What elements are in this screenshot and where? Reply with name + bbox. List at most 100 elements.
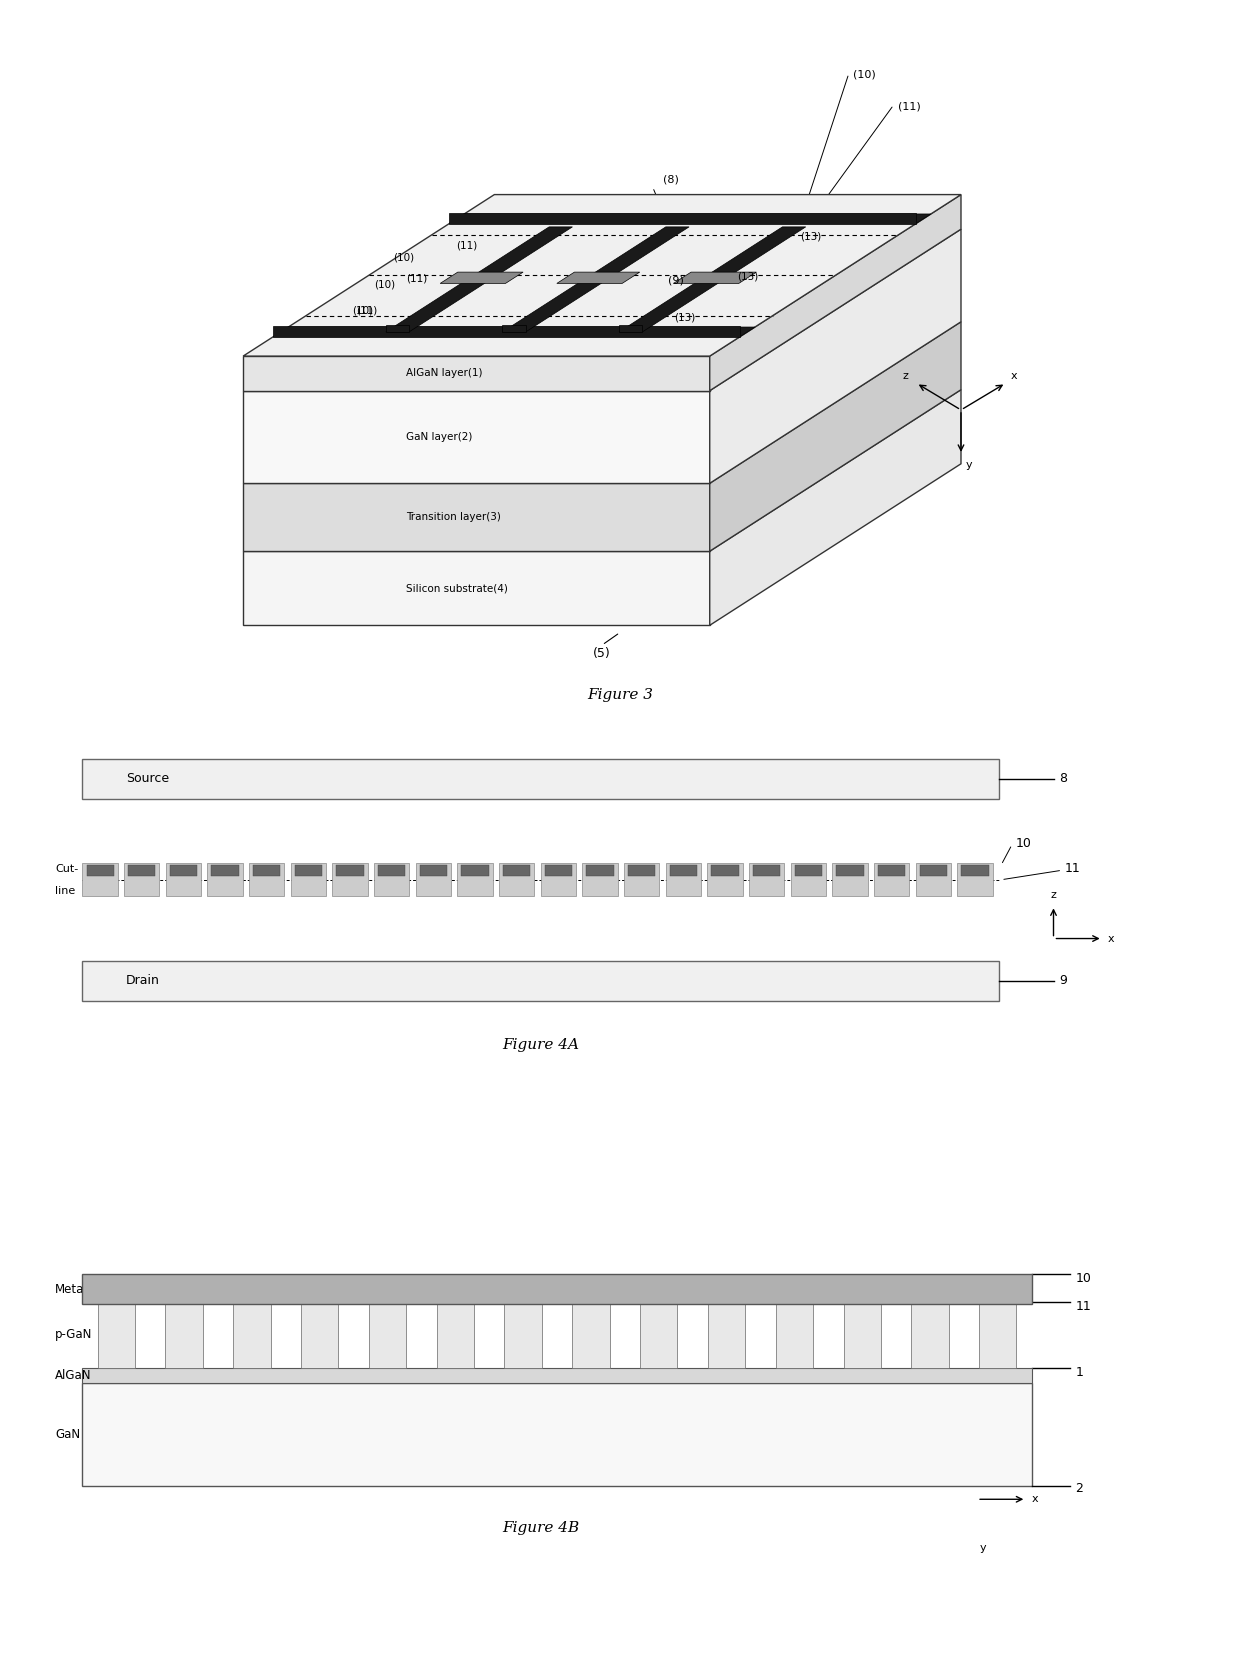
Text: Silicon substrate(4): Silicon substrate(4) — [407, 584, 508, 593]
Text: (9): (9) — [668, 276, 684, 286]
Bar — [207, 863, 243, 896]
Bar — [82, 960, 999, 1002]
Bar — [436, 1303, 474, 1367]
Bar — [336, 865, 363, 876]
Bar — [386, 324, 409, 332]
Text: GaN layer(2): GaN layer(2) — [407, 431, 472, 441]
Bar — [587, 865, 614, 876]
Text: 11: 11 — [1075, 1299, 1091, 1312]
Bar — [670, 865, 697, 876]
Text: (13): (13) — [738, 271, 759, 281]
Text: 11: 11 — [1064, 863, 1080, 874]
Text: Metal: Metal — [55, 1283, 88, 1296]
Text: (10): (10) — [374, 279, 396, 289]
Bar — [449, 213, 916, 223]
Bar — [128, 865, 155, 876]
Bar — [544, 865, 572, 876]
Text: (11): (11) — [356, 306, 377, 316]
Bar — [124, 863, 160, 896]
Bar — [82, 1274, 1032, 1304]
Bar — [980, 1303, 1017, 1367]
Bar — [957, 863, 993, 896]
Bar — [776, 1303, 813, 1367]
Polygon shape — [273, 327, 755, 337]
Bar — [243, 483, 709, 550]
Text: Transition layer(3): Transition layer(3) — [407, 512, 501, 522]
Text: x: x — [1109, 934, 1115, 944]
Bar — [712, 865, 739, 876]
Text: y: y — [966, 460, 972, 469]
Bar — [249, 863, 284, 896]
Text: y: y — [980, 1542, 986, 1552]
Bar — [878, 865, 905, 876]
Bar — [301, 1303, 339, 1367]
Bar — [795, 865, 822, 876]
Bar — [243, 355, 709, 390]
Text: (10): (10) — [352, 306, 373, 316]
Bar — [583, 863, 618, 896]
Bar — [832, 863, 868, 896]
Bar — [619, 324, 642, 332]
Bar — [415, 863, 451, 896]
Polygon shape — [243, 195, 961, 355]
Bar — [505, 1303, 542, 1367]
Text: 8: 8 — [1059, 772, 1066, 785]
Bar — [503, 865, 531, 876]
Bar — [961, 865, 988, 876]
Bar — [374, 863, 409, 896]
Bar — [233, 1303, 270, 1367]
Bar — [82, 863, 118, 896]
Bar — [920, 865, 947, 876]
Text: Drain: Drain — [126, 974, 160, 987]
Polygon shape — [440, 273, 523, 283]
Polygon shape — [709, 322, 961, 550]
Text: 9: 9 — [1059, 974, 1066, 987]
Text: Figure 4B: Figure 4B — [502, 1521, 579, 1534]
Bar — [212, 865, 238, 876]
Text: x: x — [1011, 370, 1017, 380]
Bar — [708, 1303, 745, 1367]
Text: AlGaN layer(1): AlGaN layer(1) — [407, 369, 482, 379]
Text: z: z — [1050, 889, 1056, 901]
Bar — [273, 326, 740, 337]
Text: 10: 10 — [1075, 1273, 1091, 1284]
Text: (5): (5) — [593, 646, 611, 660]
Polygon shape — [709, 195, 961, 390]
Bar — [640, 1303, 677, 1367]
Text: (11): (11) — [407, 273, 428, 283]
Text: (10): (10) — [393, 253, 414, 263]
Text: Figure 4A: Figure 4A — [502, 1038, 579, 1051]
Bar — [165, 1303, 202, 1367]
Text: (10): (10) — [853, 69, 875, 79]
Text: (11): (11) — [898, 101, 921, 111]
Bar — [791, 863, 826, 896]
Text: z: z — [903, 370, 909, 380]
Text: Source: Source — [126, 772, 169, 785]
Bar — [82, 759, 999, 798]
Bar — [843, 1303, 880, 1367]
Bar — [753, 865, 780, 876]
Bar — [629, 865, 655, 876]
Text: line: line — [55, 886, 76, 896]
Polygon shape — [619, 226, 806, 332]
Polygon shape — [673, 273, 756, 283]
Bar — [837, 865, 863, 876]
Text: 2: 2 — [1075, 1481, 1084, 1494]
Bar — [911, 1303, 949, 1367]
Polygon shape — [709, 390, 961, 625]
Bar — [707, 863, 743, 896]
Bar — [541, 863, 577, 896]
Text: 1: 1 — [1075, 1365, 1084, 1379]
Bar — [461, 865, 489, 876]
Bar — [420, 865, 446, 876]
Bar — [166, 863, 201, 896]
Bar — [749, 863, 785, 896]
Text: GaN: GaN — [55, 1428, 81, 1441]
Text: (13): (13) — [675, 312, 696, 322]
Polygon shape — [449, 213, 931, 223]
Bar — [458, 863, 492, 896]
Polygon shape — [709, 230, 961, 483]
Bar — [624, 863, 660, 896]
Text: (8): (8) — [662, 175, 678, 185]
Bar — [290, 863, 326, 896]
